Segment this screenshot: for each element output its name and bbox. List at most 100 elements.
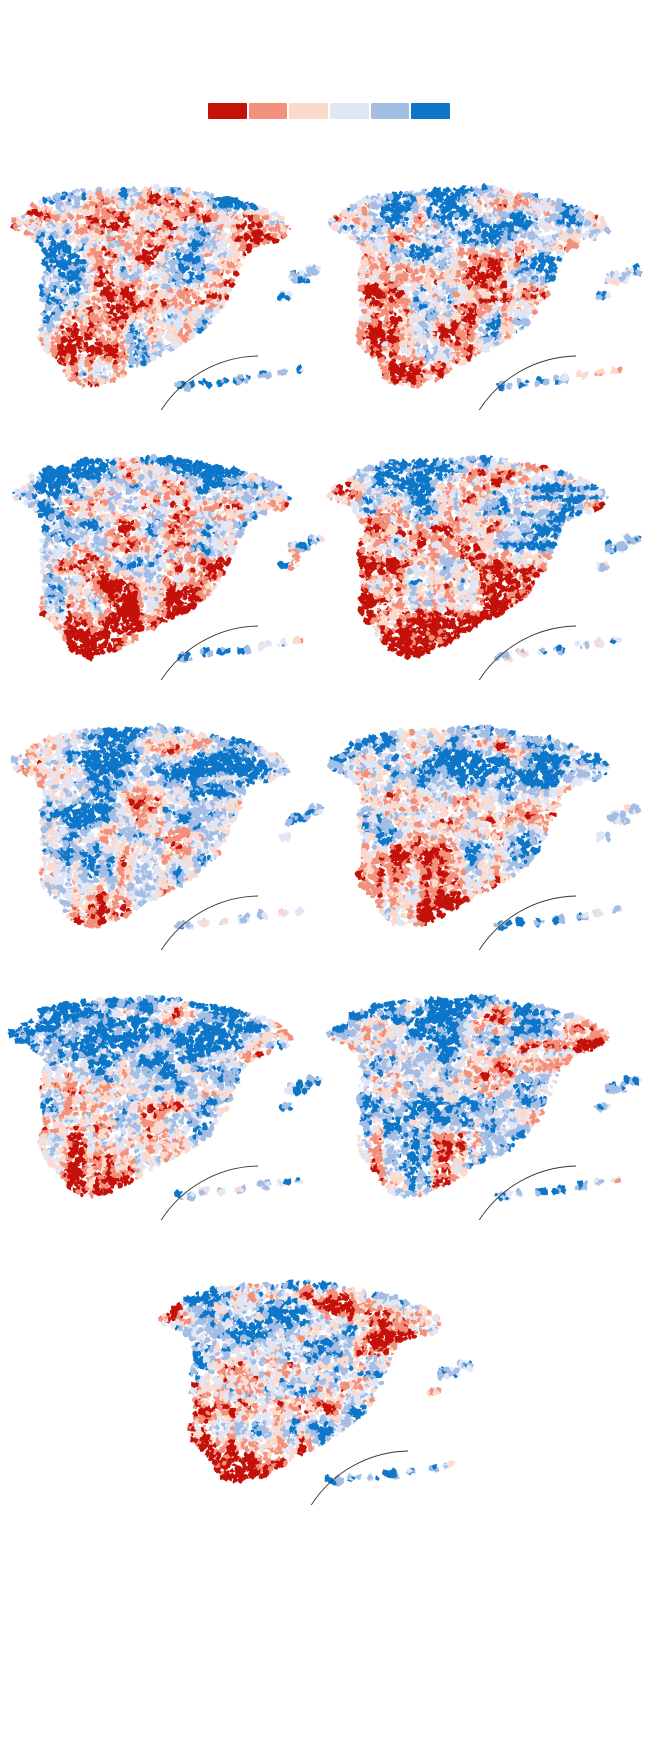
canary-islands-inset-arc xyxy=(160,355,259,410)
municipality-polygon xyxy=(132,265,138,272)
municipality-polygon xyxy=(164,202,172,209)
municipality-polygon xyxy=(48,316,55,325)
municipality-polygon xyxy=(134,225,140,233)
municipality-polygon xyxy=(45,236,49,241)
municipality-polygon xyxy=(46,350,52,355)
island-polygon xyxy=(237,374,244,379)
municipality-polygon xyxy=(208,263,213,268)
municipality-polygon xyxy=(19,224,22,228)
municipality-polygon xyxy=(62,212,68,219)
municipality-polygon xyxy=(52,230,57,234)
municipality-polygon xyxy=(227,267,232,271)
municipality-polygon xyxy=(181,285,185,289)
municipality-polygon xyxy=(85,219,90,226)
map-panel-2[interactable] xyxy=(318,160,648,410)
municipality-polygon xyxy=(109,214,116,220)
municipality-polygon xyxy=(503,265,507,269)
municipality-polygon xyxy=(152,250,158,255)
municipality-polygon xyxy=(57,329,62,332)
municipality-polygon xyxy=(111,338,118,346)
municipality-polygon xyxy=(172,325,176,329)
municipality-polygon xyxy=(69,374,77,382)
municipality-polygon xyxy=(106,295,110,300)
municipality-polygon xyxy=(198,315,201,320)
municipality-polygon xyxy=(211,290,218,298)
municipality-polygon xyxy=(48,281,55,288)
map-panel-1[interactable] xyxy=(0,160,330,410)
municipality-polygon xyxy=(262,237,266,241)
municipality-polygon xyxy=(204,216,213,223)
municipality-polygon xyxy=(272,217,276,220)
municipality-polygon xyxy=(67,255,74,261)
municipality-polygon xyxy=(184,251,188,255)
municipality-polygon xyxy=(64,305,69,310)
municipality-polygon xyxy=(199,286,204,291)
municipality-polygon xyxy=(85,215,92,220)
municipality-polygon xyxy=(376,193,380,197)
island-polygon xyxy=(285,290,293,299)
municipality-polygon xyxy=(171,204,176,208)
municipality-polygon xyxy=(202,278,206,284)
municipality-polygon xyxy=(196,328,203,334)
municipality-polygon xyxy=(100,307,103,311)
municipality-polygon xyxy=(197,269,203,275)
municipality-polygon xyxy=(49,264,52,268)
municipality-polygon xyxy=(205,234,210,240)
municipality-polygon xyxy=(144,274,147,278)
municipality-polygon xyxy=(193,202,197,205)
municipality-polygon xyxy=(211,227,217,230)
municipality-polygon xyxy=(178,340,183,344)
municipality-polygon xyxy=(94,209,100,217)
municipality-polygon xyxy=(185,219,194,227)
municipality-polygon xyxy=(128,202,132,207)
municipality-polygon xyxy=(233,258,238,262)
municipality-polygon xyxy=(118,303,121,308)
municipality-polygon xyxy=(81,195,87,201)
municipality-polygon xyxy=(176,248,185,253)
municipality-polygon xyxy=(63,222,70,230)
municipality-polygon xyxy=(76,287,81,292)
municipality-polygon xyxy=(203,325,207,330)
municipality-polygon xyxy=(80,379,84,385)
municipality-polygon xyxy=(101,277,108,284)
municipality-polygon xyxy=(95,192,99,195)
municipality-polygon xyxy=(39,324,44,327)
municipality-polygon xyxy=(222,245,231,253)
municipality-polygon xyxy=(113,318,118,323)
municipality-polygon xyxy=(148,275,152,282)
municipality-polygon xyxy=(531,315,535,319)
municipality-polygon xyxy=(111,207,117,212)
municipality-polygon xyxy=(195,234,201,241)
municipality-polygon xyxy=(126,335,131,342)
island-polygon xyxy=(185,382,192,388)
municipality-polygon xyxy=(87,380,92,386)
municipality-polygon xyxy=(72,273,79,278)
municipality-polygon xyxy=(163,332,173,340)
municipality-polygon xyxy=(61,296,66,300)
municipality-polygon xyxy=(182,207,186,212)
municipality-polygon xyxy=(174,218,179,221)
municipality-polygon xyxy=(122,225,125,229)
municipality-polygon xyxy=(114,200,119,205)
municipality-polygon xyxy=(32,228,39,235)
municipality-polygon xyxy=(83,249,89,255)
municipality-polygon xyxy=(70,266,78,272)
municipality-polygon xyxy=(64,357,68,362)
municipality-polygon xyxy=(51,324,56,328)
municipality-polygon xyxy=(129,268,132,272)
municipality-polygon xyxy=(111,226,115,231)
municipality-polygon xyxy=(149,292,156,298)
municipality-polygon xyxy=(82,320,88,327)
municipality-polygon xyxy=(168,221,174,228)
municipality-polygon xyxy=(195,321,202,329)
municipality-polygon xyxy=(49,210,57,217)
municipality-polygon xyxy=(143,275,149,282)
municipality-polygon xyxy=(85,312,89,317)
municipality-polygon xyxy=(53,295,60,301)
municipality-polygon xyxy=(117,201,126,209)
municipality-polygon xyxy=(201,194,205,199)
municipality-polygon xyxy=(71,356,78,363)
municipality-polygon xyxy=(208,204,214,211)
municipality-polygon xyxy=(64,228,70,235)
municipality-polygon xyxy=(120,239,125,245)
